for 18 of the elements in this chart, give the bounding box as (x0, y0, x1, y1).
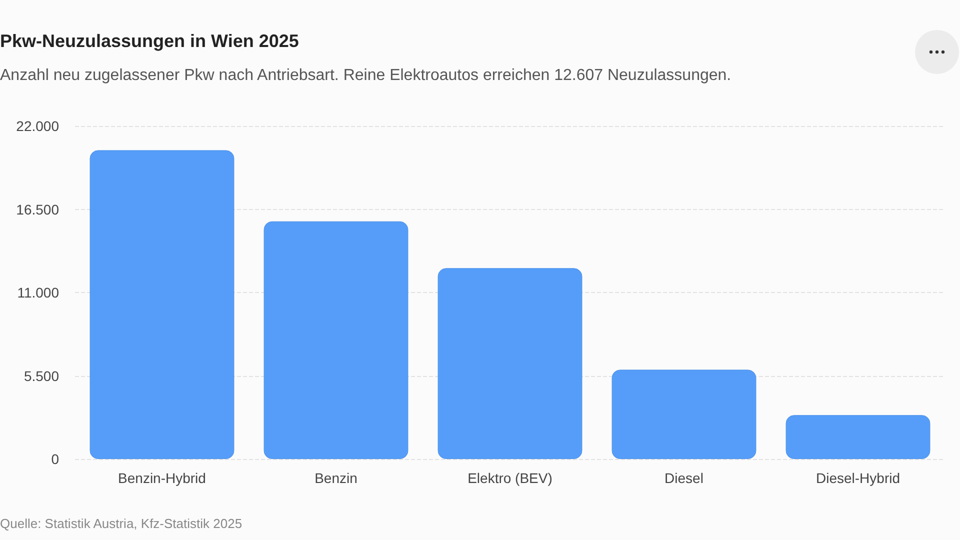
y-tick-label: 11.000 (17, 284, 60, 300)
y-tick-label: 16.500 (16, 201, 60, 218)
y-tick-label: 5.500 (24, 368, 60, 384)
source-note: Quelle: Statistik Austria, Kfz-Statistik 2025 (0, 516, 242, 531)
x-tick-label: Elektro (BEV) (468, 470, 552, 486)
bar (612, 370, 756, 459)
chart-subtitle: Anzahl neu zugelassener Pkw nach Antriebsart. Reine Elektroautos erreichen 12.607 Neuzulassungen. (0, 67, 732, 85)
x-tick-label: Diesel-Hybrid (816, 470, 900, 486)
y-tick-label: 0 (51, 451, 60, 467)
x-tick-label: Diesel (664, 470, 704, 486)
bar (438, 268, 582, 459)
x-tick-label: Benzin-Hybrid (118, 470, 206, 486)
x-tick-label: Benzin (314, 470, 358, 486)
chart-title: Pkw-Neuzulassungen in Wien 2025 (0, 31, 299, 52)
y-tick-label: 22.000 (16, 118, 60, 134)
bar (264, 221, 408, 459)
bar (90, 150, 234, 459)
bar (786, 415, 930, 459)
